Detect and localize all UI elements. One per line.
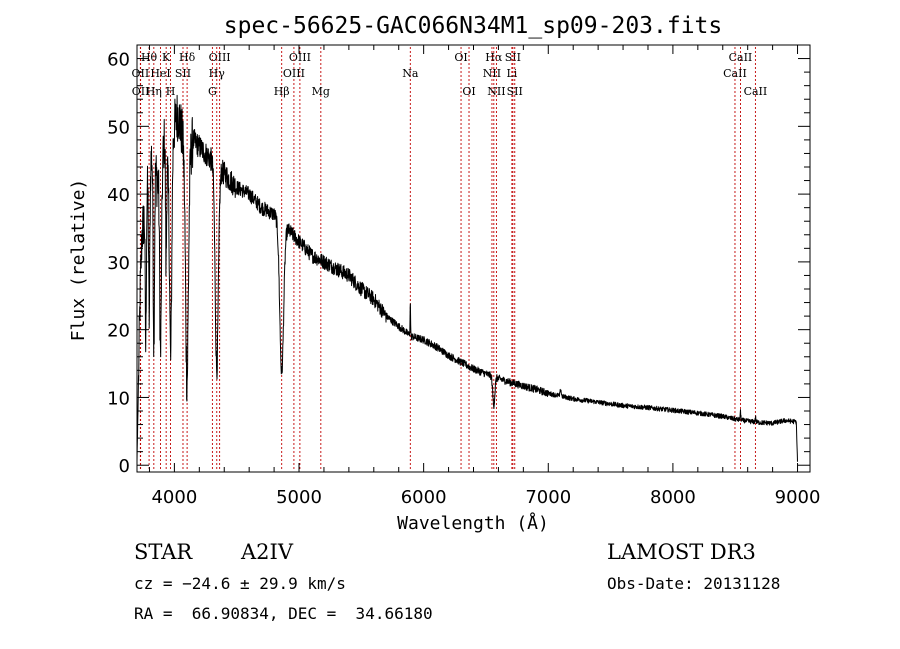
y-tick-label: 60 bbox=[107, 50, 130, 71]
line-marker-label: Mg bbox=[312, 85, 330, 98]
line-marker-label: H bbox=[166, 85, 176, 98]
y-tick-label: 50 bbox=[107, 117, 130, 138]
survey-name: LAMOST DR3 bbox=[607, 540, 756, 564]
line-marker-label: CaII bbox=[723, 67, 747, 80]
y-tick-label: 40 bbox=[107, 185, 130, 206]
spectrum-layer bbox=[136, 94, 798, 462]
line-marker-label: NII bbox=[483, 67, 501, 80]
plot-frame bbox=[136, 44, 811, 473]
y-axis-label: Flux (relative) bbox=[68, 179, 89, 342]
x-tick-label: 5000 bbox=[276, 487, 322, 508]
y-tick-label: 10 bbox=[107, 388, 130, 409]
line-marker-label: SII bbox=[507, 85, 523, 98]
line-marker-label: Li bbox=[506, 67, 517, 80]
line-marker-label: Hβ bbox=[274, 85, 290, 98]
line-marker-label: OII bbox=[132, 67, 150, 80]
line-marker-label: Hα bbox=[485, 51, 503, 64]
line-marker-label: OIII bbox=[209, 51, 231, 64]
x-tick-label: 9000 bbox=[775, 487, 821, 508]
obs-date: Obs-Date: 20131128 bbox=[607, 574, 780, 593]
line-marker-label: Hδ bbox=[179, 51, 196, 64]
y-tick-label: 0 bbox=[119, 456, 130, 477]
x-tick-label: 4000 bbox=[151, 487, 197, 508]
line-marker-label: OIII bbox=[289, 51, 311, 64]
coordinates: RA = 66.90834, DEC = 34.66180 bbox=[134, 604, 433, 623]
y-tick-label: 30 bbox=[107, 253, 130, 274]
x-tick-label: 6000 bbox=[401, 487, 447, 508]
axis-ticks: 4000 5000 6000 7000 8000 9000 0 10 20 30 40 50 60 bbox=[107, 45, 820, 508]
spectrum-line bbox=[136, 94, 798, 462]
line-marker-label: Hγ bbox=[209, 67, 226, 80]
line-marker-label: OII bbox=[132, 85, 150, 98]
object-subclass: A2IV bbox=[240, 540, 294, 564]
line-marker-label: K bbox=[162, 51, 171, 64]
line-marker-label: OIII bbox=[283, 67, 305, 80]
x-axis-label: Wavelength (Å) bbox=[397, 512, 549, 534]
object-class: STAR bbox=[134, 540, 193, 564]
line-marker-label: CaII bbox=[729, 51, 753, 64]
line-marker-label: OI bbox=[454, 51, 467, 64]
line-marker-label: CaII bbox=[744, 85, 768, 98]
line-marker-label: OI bbox=[462, 85, 475, 98]
line-marker-label: NII bbox=[487, 85, 505, 98]
line-marker-label: Hθ bbox=[141, 51, 158, 64]
line-marker-label: HeI bbox=[150, 67, 170, 80]
redshift-readout: cz = −24.6 ± 29.9 km/s bbox=[134, 574, 346, 593]
y-tick-label: 20 bbox=[107, 321, 130, 342]
line-markers: Hθ OII OII K HeI Hη SII H Hδ OIII Hγ G OIII OIII Hβ Mg N… bbox=[132, 47, 768, 471]
line-marker-label: Na bbox=[402, 67, 419, 80]
line-marker-label: G bbox=[208, 85, 217, 98]
chart-title: spec-56625-GAC066N34M1_sp09-203.fits bbox=[224, 13, 723, 39]
line-marker-label: SII bbox=[175, 67, 191, 80]
line-marker-label: Hη bbox=[146, 85, 162, 98]
line-marker-label: SII bbox=[505, 51, 521, 64]
x-tick-label: 7000 bbox=[525, 487, 571, 508]
x-tick-label: 8000 bbox=[650, 487, 696, 508]
